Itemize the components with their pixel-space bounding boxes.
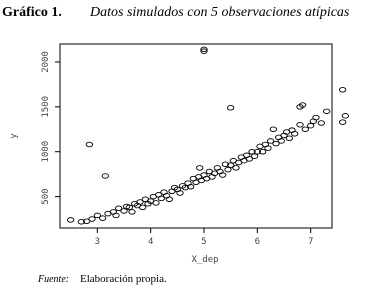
point: [152, 200, 160, 206]
point: [232, 165, 240, 171]
x-axis-label: X_dep: [191, 255, 218, 265]
point: [264, 145, 272, 151]
y-tick-label: 1000: [41, 141, 51, 163]
point: [120, 208, 128, 214]
point: [99, 215, 107, 221]
point: [307, 122, 315, 129]
point: [136, 199, 144, 205]
point: [323, 108, 331, 115]
point: [85, 141, 93, 148]
y-tick-label: 1500: [41, 96, 51, 118]
point: [339, 87, 347, 93]
point: [187, 183, 195, 190]
point: [301, 126, 309, 133]
y-axis-label: y: [9, 133, 19, 139]
point: [179, 183, 187, 189]
point: [296, 122, 304, 128]
point: [125, 204, 133, 211]
point: [196, 165, 204, 171]
point: [259, 148, 267, 155]
y-tick-label: 500: [41, 188, 51, 204]
point: [227, 162, 235, 168]
source-label: Fuente:: [37, 274, 69, 285]
point: [200, 46, 208, 53]
x-tick-label: 3: [95, 237, 100, 247]
x-tick-label: 4: [148, 237, 153, 247]
point: [253, 148, 261, 155]
x-tick-label: 5: [201, 237, 206, 247]
point: [227, 104, 235, 111]
y-tick-label: 2000: [41, 51, 51, 73]
point: [157, 195, 165, 202]
point: [171, 184, 179, 191]
point: [251, 153, 259, 159]
plot-frame: [59, 43, 333, 229]
x-tick-label: 6: [255, 237, 260, 247]
point: [224, 166, 232, 173]
point: [181, 184, 189, 191]
point: [339, 119, 347, 125]
point: [312, 114, 320, 121]
point: [128, 209, 136, 215]
source: Elaboración propia.: [80, 273, 167, 285]
point: [272, 140, 280, 147]
point: [77, 218, 85, 225]
point: [101, 173, 109, 179]
point: [221, 161, 229, 168]
point: [317, 120, 325, 126]
point: [93, 212, 101, 219]
point: [277, 138, 285, 144]
point: [248, 148, 256, 155]
chart-title-number: Gráfico 1.: [2, 5, 62, 20]
point: [176, 190, 184, 196]
point: [67, 217, 75, 223]
point: [296, 104, 304, 110]
point: [115, 205, 123, 212]
point: [291, 131, 299, 137]
point: [139, 204, 147, 211]
point: [200, 48, 208, 54]
point: [285, 135, 293, 141]
point: [267, 138, 275, 144]
point: [219, 172, 227, 178]
x-tick-label: 7: [308, 237, 313, 247]
point: [299, 102, 307, 108]
point: [112, 212, 120, 219]
point: [88, 216, 96, 222]
point: [341, 113, 349, 119]
point: [269, 126, 277, 133]
point: [245, 156, 253, 162]
chart-title: Datos simulados con 5 observaciones atíp…: [89, 5, 350, 20]
point: [165, 196, 173, 203]
